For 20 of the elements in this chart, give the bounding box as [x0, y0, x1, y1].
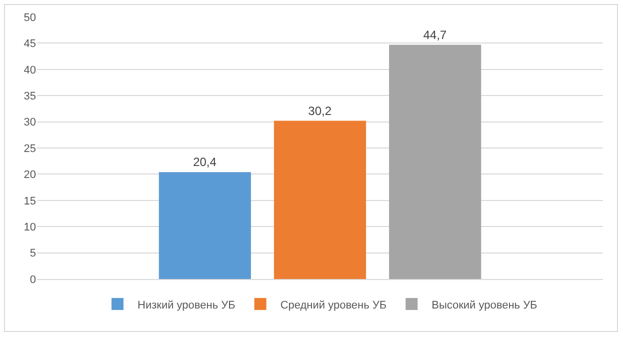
y-tick-label: 25	[24, 142, 36, 155]
bar	[274, 120, 366, 279]
y-tick-label: 20	[24, 169, 36, 182]
y-tick-label: 15	[24, 195, 36, 208]
y-tick-label: 50	[24, 12, 36, 24]
y-tick-label: 45	[24, 38, 36, 50]
data-label: 44,7	[423, 28, 447, 42]
legend-label: Низкий уровень УБ	[138, 299, 236, 312]
data-label: 30,2	[308, 104, 332, 118]
legend-label: Высокий уровень УБ	[432, 299, 538, 312]
y-tick-label: 5	[30, 248, 36, 260]
y-tick-label: 0	[30, 274, 36, 286]
y-tick-label: 40	[24, 64, 36, 76]
data-label: 20,4	[193, 155, 217, 170]
bar	[158, 172, 251, 279]
legend-label: Средний уровень УБ	[280, 299, 387, 312]
bar	[389, 44, 482, 279]
y-tick-label: 35	[24, 90, 36, 102]
y-tick-label: 30	[24, 116, 36, 129]
y-tick-label: 10	[24, 221, 36, 234]
